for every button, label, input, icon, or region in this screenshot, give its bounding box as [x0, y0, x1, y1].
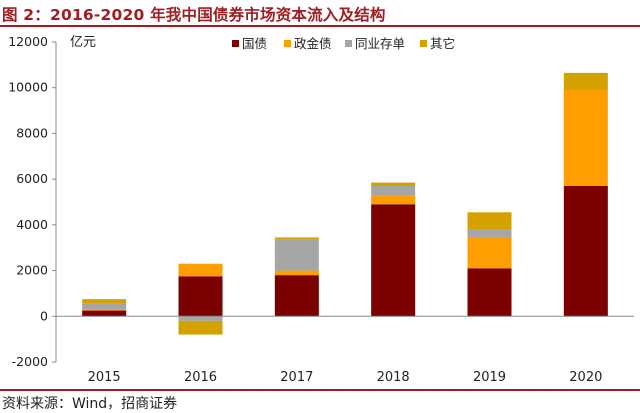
- y-tick-label: 12000: [8, 34, 48, 49]
- x-tick-label: 2019: [473, 370, 506, 385]
- bar-2018-国债: [371, 204, 416, 317]
- bar-2015-国债: [82, 310, 127, 317]
- x-tick-label: 2020: [569, 370, 602, 385]
- bar-2017-其它: [274, 237, 319, 240]
- bar-2016-同业存单: [178, 316, 223, 321]
- y-tick-label: -2000: [12, 354, 48, 369]
- bar-2019-政金债: [467, 237, 512, 269]
- legend-label: 政金债: [294, 36, 332, 51]
- x-tick-label: 2018: [377, 370, 410, 385]
- x-tick-label: 2017: [280, 370, 313, 385]
- bar-2015-同业存单: [82, 303, 127, 310]
- x-axis: 2015 2016 2017 2018 2019 2020: [56, 315, 634, 385]
- y-tick-label: 8000: [16, 125, 48, 140]
- y-tick-label: 6000: [16, 171, 48, 186]
- bar-2019-同业存单: [467, 229, 512, 238]
- bar-2017-国债: [274, 275, 319, 317]
- legend-label: 国债: [242, 36, 267, 51]
- source-bar: 资料来源：Wind，招商证券: [0, 389, 640, 412]
- legend-swatch: [284, 40, 291, 47]
- unit-label: 亿元: [70, 35, 96, 50]
- legend-label: 其它: [430, 36, 455, 51]
- y-tick-label: 0: [40, 308, 48, 323]
- bar-2015-其它: [82, 299, 127, 304]
- chart-title: 图 2：2016-2020 年我中国债券市场资本流入及结构: [2, 6, 386, 24]
- bar-2016-政金债: [178, 263, 223, 277]
- bar-2015-政金债: [82, 309, 127, 311]
- bar-2018-政金债: [371, 195, 416, 205]
- y-tick-label: 2000: [16, 263, 48, 278]
- bar-2017-政金债: [274, 270, 319, 276]
- bar-2020-国债: [563, 186, 608, 317]
- x-tick-label: 2015: [88, 370, 121, 385]
- bar-2018-同业存单: [371, 186, 416, 196]
- bar-2018-其它: [371, 182, 416, 186]
- bar-2020-政金债: [563, 90, 608, 186]
- bar-2016-国债: [178, 276, 223, 317]
- legend-label: 同业存单: [355, 36, 405, 51]
- legend-swatch: [345, 40, 352, 47]
- bar-2019-其它: [467, 212, 512, 230]
- bar-2017-同业存单: [274, 239, 319, 271]
- bar-2019-国债: [467, 268, 512, 317]
- x-tick-label: 2016: [184, 370, 217, 385]
- legend-swatch: [420, 40, 427, 47]
- legend-swatch: [232, 40, 239, 47]
- y-tick-label: 10000: [8, 80, 48, 95]
- y-axis: -2000 0 2000 4000 6000 8000 10000 12000: [8, 34, 57, 369]
- source-note: 资料来源：Wind，招商证券: [2, 396, 178, 412]
- bar-2016-其它: [178, 320, 223, 335]
- legend: 国债 政金债 同业存单 其它: [232, 36, 455, 51]
- y-tick-label: 4000: [16, 217, 48, 232]
- title-bar: 图 2：2016-2020 年我中国债券市场资本流入及结构: [0, 0, 640, 27]
- bars: [82, 72, 608, 335]
- bar-2020-其它: [563, 72, 608, 90]
